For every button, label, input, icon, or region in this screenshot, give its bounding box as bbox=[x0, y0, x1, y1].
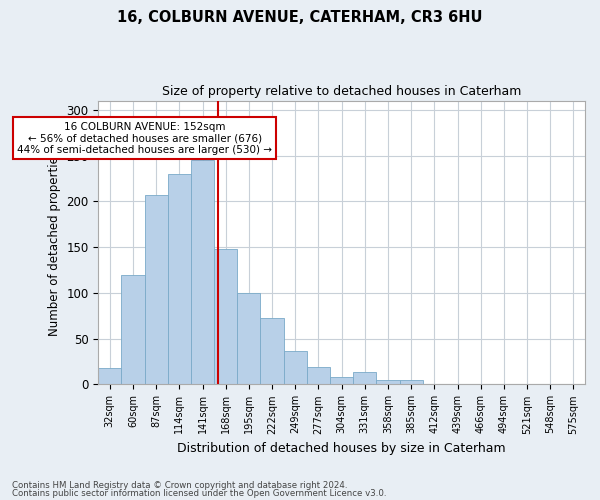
Bar bbox=[353, 372, 376, 384]
Bar bbox=[307, 367, 330, 384]
Bar bbox=[400, 380, 423, 384]
Bar bbox=[168, 174, 191, 384]
Bar bbox=[121, 274, 145, 384]
Title: Size of property relative to detached houses in Caterham: Size of property relative to detached ho… bbox=[162, 85, 521, 98]
Text: 16 COLBURN AVENUE: 152sqm
← 56% of detached houses are smaller (676)
44% of semi: 16 COLBURN AVENUE: 152sqm ← 56% of detac… bbox=[17, 122, 272, 155]
Text: Contains public sector information licensed under the Open Government Licence v3: Contains public sector information licen… bbox=[12, 488, 386, 498]
X-axis label: Distribution of detached houses by size in Caterham: Distribution of detached houses by size … bbox=[177, 442, 506, 455]
Bar bbox=[214, 249, 237, 384]
Bar bbox=[260, 318, 284, 384]
Bar bbox=[284, 352, 307, 384]
Bar bbox=[330, 377, 353, 384]
Bar bbox=[98, 368, 121, 384]
Text: 16, COLBURN AVENUE, CATERHAM, CR3 6HU: 16, COLBURN AVENUE, CATERHAM, CR3 6HU bbox=[117, 10, 483, 25]
Bar bbox=[191, 160, 214, 384]
Bar bbox=[145, 195, 168, 384]
Bar bbox=[376, 380, 400, 384]
Y-axis label: Number of detached properties: Number of detached properties bbox=[47, 150, 61, 336]
Bar bbox=[237, 293, 260, 384]
Text: Contains HM Land Registry data © Crown copyright and database right 2024.: Contains HM Land Registry data © Crown c… bbox=[12, 481, 347, 490]
